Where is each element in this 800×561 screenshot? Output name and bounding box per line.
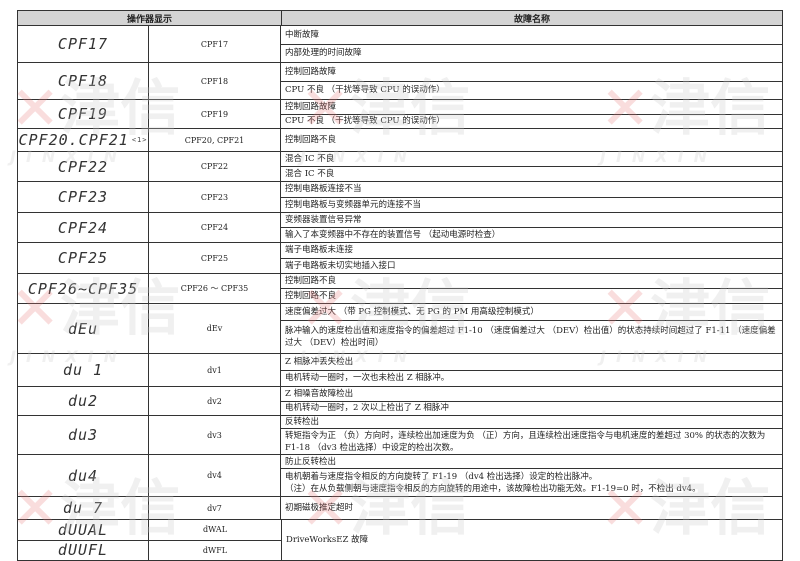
display-text: CPF26~CPF35 [27,279,139,298]
operator-display: CPF22 [18,152,149,181]
table-row: CPF25 CPF25 端子电路板未连接 端子电路板未切实地插入接口 [18,242,782,273]
fault-name: 内部处理的时间故障 [281,43,782,63]
fault-name: 控制回路故障 [285,66,337,77]
fault-code: CPF24 [149,213,281,242]
fault-code: dv7 [149,497,281,519]
fault-name: 防止反转检出 [285,456,337,467]
fault-name: CPU 不良 （干扰等导致 CPU 的误动作） [281,80,782,100]
display-text: du 7 [62,499,104,517]
header-display: 操作器显示 [18,11,282,25]
fault-name: 混合 IC 不良 [285,154,335,164]
display-text: du3 [67,426,99,444]
fault-name: 中断故障 [285,29,320,40]
header-fault-name: 故障名称 [513,14,550,25]
table-row: dEu dEv 速度偏差过大 （带 PG 控制模式、无 PG 的 PM 用高级控制模… [18,303,782,353]
table-row: du4 dv4 防止反转检出 电机朝着与速度指令相反的方向旋转了 F1-19 （dv4… [18,454,782,496]
fault-code: CPF17 [149,26,281,62]
fault-code: dv2 [149,387,281,415]
code-dwal: dWAL [202,525,228,535]
operator-display: du 1 [18,354,149,386]
fault-name: 反转检出 [285,417,320,428]
fault-name: 电机转动一圈时，一次也未检出 Z 相脉冲。 [281,369,782,387]
operator-display: CPF19 [18,100,149,128]
display-text: CPF25 [57,249,109,267]
fault-code: dv4 [149,455,281,496]
display-dwal: dUUAL [18,520,149,540]
display-text: CPF17 [57,35,109,53]
fault-name: 控制回路不良 [281,288,782,303]
fault-code: CPF20, CPF21 [149,129,281,151]
fault-name: 变频器装置信号异常 [285,215,362,225]
display-text: dEu [67,319,99,338]
table-row: du 7 dv7 初期磁极推定超时 [18,496,782,519]
fault-code: CPF26 ～ CPF35 [149,274,281,303]
fault-code: CPF19 [149,100,281,128]
fault-code: dv3 [149,416,281,454]
fault-name: 控制回路故障 [285,101,337,112]
operator-display: CPF17 [18,26,149,62]
table-row: du3 dv3 反转检出 转矩指令为正 （负）方向时，连续检出加速度为负 （正）方向，… [18,415,782,454]
display-text: du 1 [62,361,104,379]
display-text: du4 [67,466,99,485]
table-row: du2 dv2 Z 相噪音故障检出 电机转动一圈时，2 次以上检出了 Z 相脉冲 [18,386,782,415]
fault-name: 控制电路板与变频器单元的连接不当 [281,196,782,213]
operator-display: du2 [18,387,149,415]
display-text: CPF24 [57,218,109,237]
table-row: du 1 dv1 Z 相脉冲丢失检出电机转动一圈时，一次也未检出 Z 相脉冲。 [18,353,782,386]
display-dwfl: dUUFL [18,540,149,560]
table-row: CPF23 CPF23 控制电路板连接不当 控制电路板与变频器单元的连接不当 [18,181,782,212]
fault-name: 初期磁极推定超时 [285,503,354,513]
operator-display: du4 [18,455,149,496]
display-text: CPF19 [57,105,109,123]
fault-code: CPF22 [149,152,281,181]
fault-name: 端子电路板未连接 [285,245,354,256]
table-row-dw: dUUAL dWAL dUUFL dWFL DriveWorksEZ 故障 [18,519,782,560]
operator-display: CPF23 [18,182,149,212]
operator-display: CPF18 [18,63,149,99]
operator-display: dEu [18,304,149,353]
display-text: CPF23 [57,188,109,206]
table-row: CPF19 CPF19 控制回路故障 CPU 不良 （干扰等导致 CPU 的误动作） [18,99,782,128]
table-row: CPF26~CPF35 CPF26 ～ CPF35 控制回路不良 控制回路不良 [18,273,782,303]
fault-name: 输入了本变频器中不存在的装置信号 （起动电源时检查） [281,227,782,242]
display-text: du2 [67,392,99,410]
fault-name: Z 相噪音故障检出 [285,388,354,399]
fault-name: CPU 不良 （干扰等导致 CPU 的误动作） [281,113,782,129]
display-text: CPF22 [57,157,109,176]
table-row: CPF24 CPF24 变频器装置信号异常输入了本变频器中不存在的装置信号 （起动电… [18,212,782,242]
fault-code: dEv [149,304,281,353]
table-row: CPF17 CPF17 中断故障内部处理的时间故障 [18,25,782,62]
fault-name: 转矩指令为正 （负）方向时，连续检出加速度为负 （正）方向，且连续检出速度指令与… [281,428,782,454]
fault-name: 电机朝着与速度指令相反的方向旋转了 F1-19 （dv4 检出选择）设定的检出脉… [281,468,782,496]
operator-display: CPF24 [18,213,149,242]
fault-name: 控制电路板连接不当 [285,184,362,195]
table-row: CPF18 CPF18 控制回路故障 CPU 不良 （干扰等导致 CPU 的误动作） [18,62,782,99]
operator-display: du3 [18,416,149,454]
fault-code: CPF18 [149,63,281,99]
display-text: CPF18 [57,72,109,90]
fault-code: CPF23 [149,182,281,212]
fault-name: 混合 IC 不良 [281,166,782,181]
operator-display: CPF20.CPF21 <1> [18,129,149,151]
footnote-marker: <1> [131,136,148,144]
table-row: CPF22 CPF22 混合 IC 不良 混合 IC 不良 [18,151,782,181]
fault-name: 控制回路不良 [285,135,337,145]
operator-display: CPF26~CPF35 [18,274,149,303]
code-dwfl: dWFL [202,545,228,555]
display-text: CPF20.CPF21 [18,131,129,149]
fault-name: 脉冲输入的速度检出值和速度指令的偏差超过 F1-10 （速度偏差过大 （DEV）… [281,320,782,353]
fault-name: DriveWorksEZ 故障 [286,535,369,545]
fault-name: Z 相脉冲丢失检出 [285,356,354,367]
fault-name: 速度偏差过大 （带 PG 控制模式、无 PG 的 PM 用高级控制模式） [285,307,539,317]
table-row: CPF20.CPF21 <1> CPF20, CPF21 控制回路不良 [18,128,782,151]
fault-code: CPF25 [149,243,281,273]
fault-name: 控制回路不良 [285,276,337,286]
operator-display: CPF25 [18,243,149,273]
fault-name: 端子电路板未切实地插入接口 [281,257,782,274]
fault-table: 操作器显示 故障名称 CPF17 CPF17 中断故障 内部处理的时间故障 CPF18 C… [17,10,783,561]
table-header: 操作器显示 故障名称 [18,11,782,25]
fault-code: dv1 [149,354,281,386]
operator-display: du 7 [18,497,149,519]
fault-name: 电机转动一圈时，2 次以上检出了 Z 相脉冲 [281,400,782,416]
